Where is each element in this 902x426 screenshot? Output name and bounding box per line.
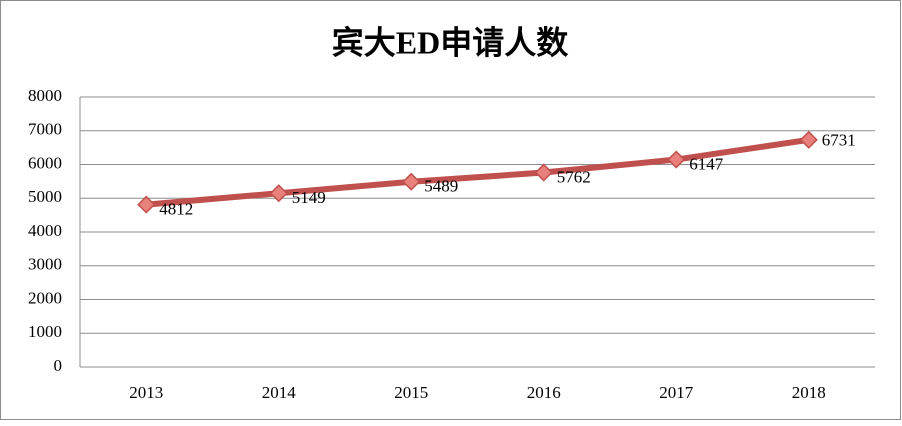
y-tick-label: 2000 [28, 288, 62, 307]
y-tick-label: 8000 [28, 86, 62, 105]
marker [799, 130, 818, 149]
data-label: 6731 [822, 131, 856, 150]
y-tick-label: 0 [54, 356, 63, 375]
marker [269, 184, 288, 203]
data-label: 4812 [159, 200, 193, 219]
marker [534, 163, 553, 182]
data-label: 5149 [292, 188, 326, 207]
x-tick-label: 2014 [262, 383, 297, 402]
line [145, 136, 810, 208]
x-tick-label: 2017 [659, 383, 694, 402]
chart-title: 宾大ED申请人数 [332, 24, 569, 60]
y-tick-label: 5000 [28, 187, 62, 206]
y-tick-label: 1000 [28, 322, 62, 341]
y-tick-label: 6000 [28, 153, 62, 172]
y-tick-label: 3000 [28, 255, 62, 274]
marker [402, 172, 421, 191]
x-tick-label: 2016 [527, 383, 561, 402]
x-tick-label: 2018 [792, 383, 826, 402]
marker [667, 150, 686, 169]
x-tick-label: 2015 [394, 383, 428, 402]
data-label: 5489 [424, 177, 458, 196]
y-tick-label: 4000 [28, 221, 62, 240]
marker [137, 195, 156, 214]
data-label: 5762 [557, 167, 591, 186]
x-tick-label: 2013 [129, 383, 163, 402]
y-tick-label: 7000 [28, 120, 62, 139]
data-label: 6147 [689, 154, 724, 173]
